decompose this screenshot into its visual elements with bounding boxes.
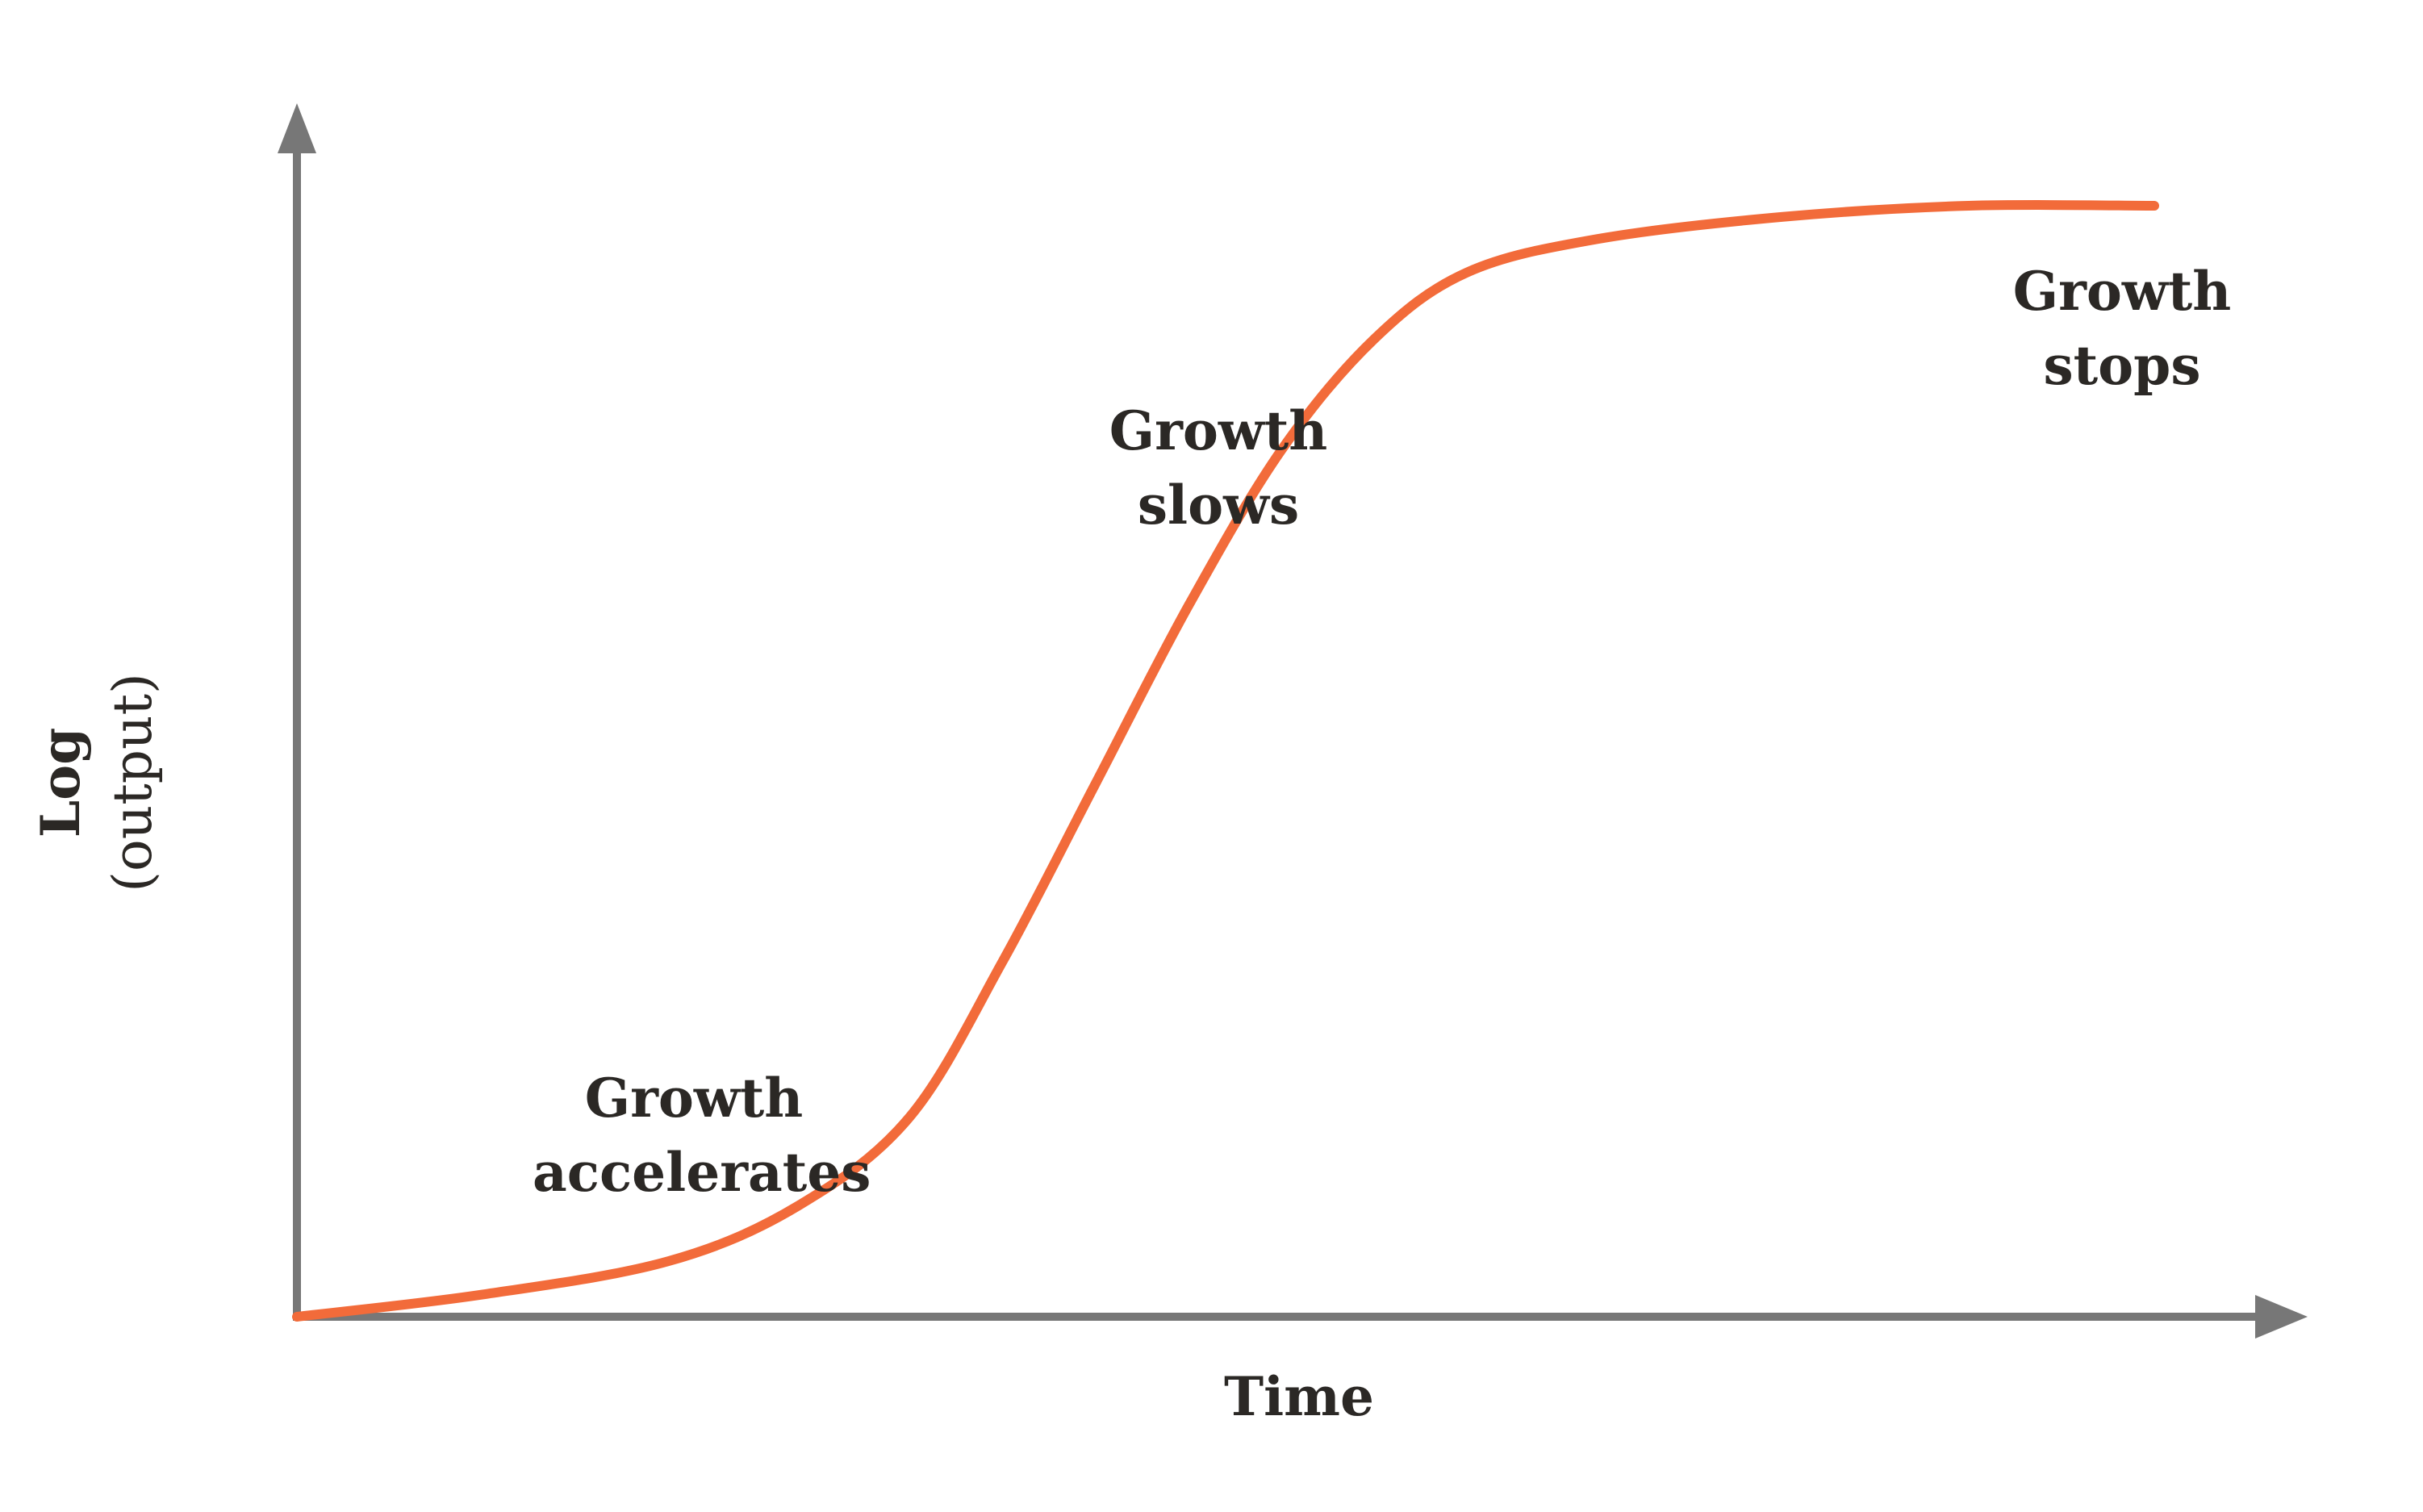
y-axis-label-line2: (output) (102, 673, 164, 892)
annotation-line: Growth (1109, 399, 1328, 462)
annotation-growth-stops: Growth stops (1985, 254, 2259, 403)
y-axis-label-line1: Log (29, 727, 92, 838)
growth-curve (292, 199, 2159, 1322)
annotation-line: Growth (584, 1067, 804, 1130)
annotation-growth-slows: Growth slows (1081, 394, 1356, 542)
y-axis-arrow-icon (278, 103, 316, 153)
annotation-line: Growth (2012, 260, 2232, 323)
x-axis-label: Time (1223, 1365, 1374, 1428)
x-axis-arrow-icon (2255, 1295, 2308, 1339)
annotation-line: accelerates (533, 1141, 871, 1204)
y-axis-label: Log (output) (24, 662, 169, 904)
annotation-line: stops (2043, 334, 2201, 397)
annotation-line: slows (1137, 474, 1300, 537)
annotation-growth-accelerates: Growth accelerates (533, 1061, 871, 1209)
